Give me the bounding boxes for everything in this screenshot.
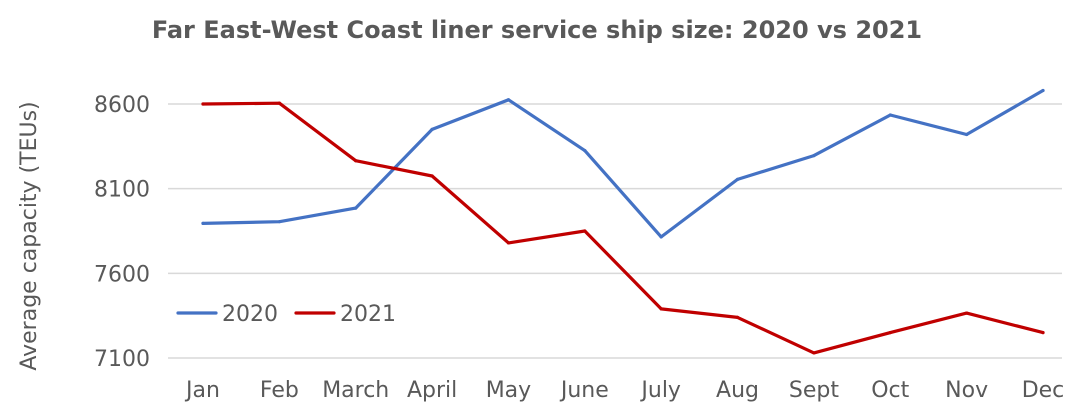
x-tick-label: Oct (871, 378, 909, 403)
y-tick-label: 7600 (94, 262, 150, 287)
data-point-2021-April (430, 174, 434, 178)
series-line-2020 (201, 88, 1045, 239)
data-point-2020-April (430, 127, 434, 131)
data-point-2020-Feb (277, 220, 281, 224)
data-point-2020-Jan (201, 221, 205, 225)
x-tick-label: July (639, 378, 681, 403)
y-tick-label: 8600 (94, 93, 150, 118)
x-tick-label: Sept (789, 378, 839, 403)
data-point-2020-July (659, 235, 663, 239)
data-point-2020-March (354, 206, 358, 210)
legend-label-2020: 2020 (222, 302, 278, 327)
data-point-2021-Aug (735, 315, 740, 319)
x-tick-label: Aug (716, 378, 759, 403)
data-point-2021-July (659, 307, 663, 311)
x-axis-ticks: Jan Feb March April May June July Aug Sept Oct Nov… (184, 378, 1064, 403)
data-point-2020-Sept (812, 154, 816, 158)
x-tick-label: Jan (184, 378, 220, 403)
x-tick-label: Feb (260, 378, 299, 403)
x-tick-label: June (559, 378, 609, 403)
data-point-2021-March (354, 159, 358, 163)
data-point-2020-Dec (1041, 88, 1045, 93)
x-tick-label: Nov (945, 378, 988, 403)
chart-title: Far East-West Coast liner service ship s… (152, 16, 922, 44)
data-point-2020-May (506, 98, 511, 102)
x-tick-label: May (486, 378, 531, 403)
data-point-2021-Dec (1041, 331, 1045, 335)
data-point-2020-June (583, 148, 587, 153)
legend: 2020 2021 (176, 302, 396, 327)
data-point-2021-Sept (812, 351, 816, 355)
x-tick-label: March (322, 378, 389, 403)
y-axis-ticks: 8600 8100 7600 7100 (94, 93, 150, 372)
series-line-2021 (201, 101, 1045, 355)
data-point-2021-Feb (277, 101, 281, 105)
gridlines (168, 103, 1062, 359)
data-point-2021-Nov (965, 311, 969, 315)
legend-label-2021: 2021 (340, 302, 396, 327)
y-tick-label: 8100 (94, 178, 150, 203)
data-point-2020-Aug (735, 177, 740, 181)
data-point-2020-Oct (888, 113, 892, 117)
data-point-2021-Jan (201, 102, 205, 106)
y-tick-label: 7100 (94, 347, 150, 372)
data-point-2021-June (583, 229, 587, 233)
data-point-2021-Oct (888, 331, 892, 335)
data-point-2021-May (506, 241, 511, 245)
y-axis-label: Average capacity (TEUs) (17, 101, 42, 370)
x-tick-label: Dec (1022, 378, 1065, 403)
data-series (201, 88, 1045, 355)
x-tick-label: April (407, 378, 457, 403)
data-point-2020-Nov (965, 132, 969, 137)
